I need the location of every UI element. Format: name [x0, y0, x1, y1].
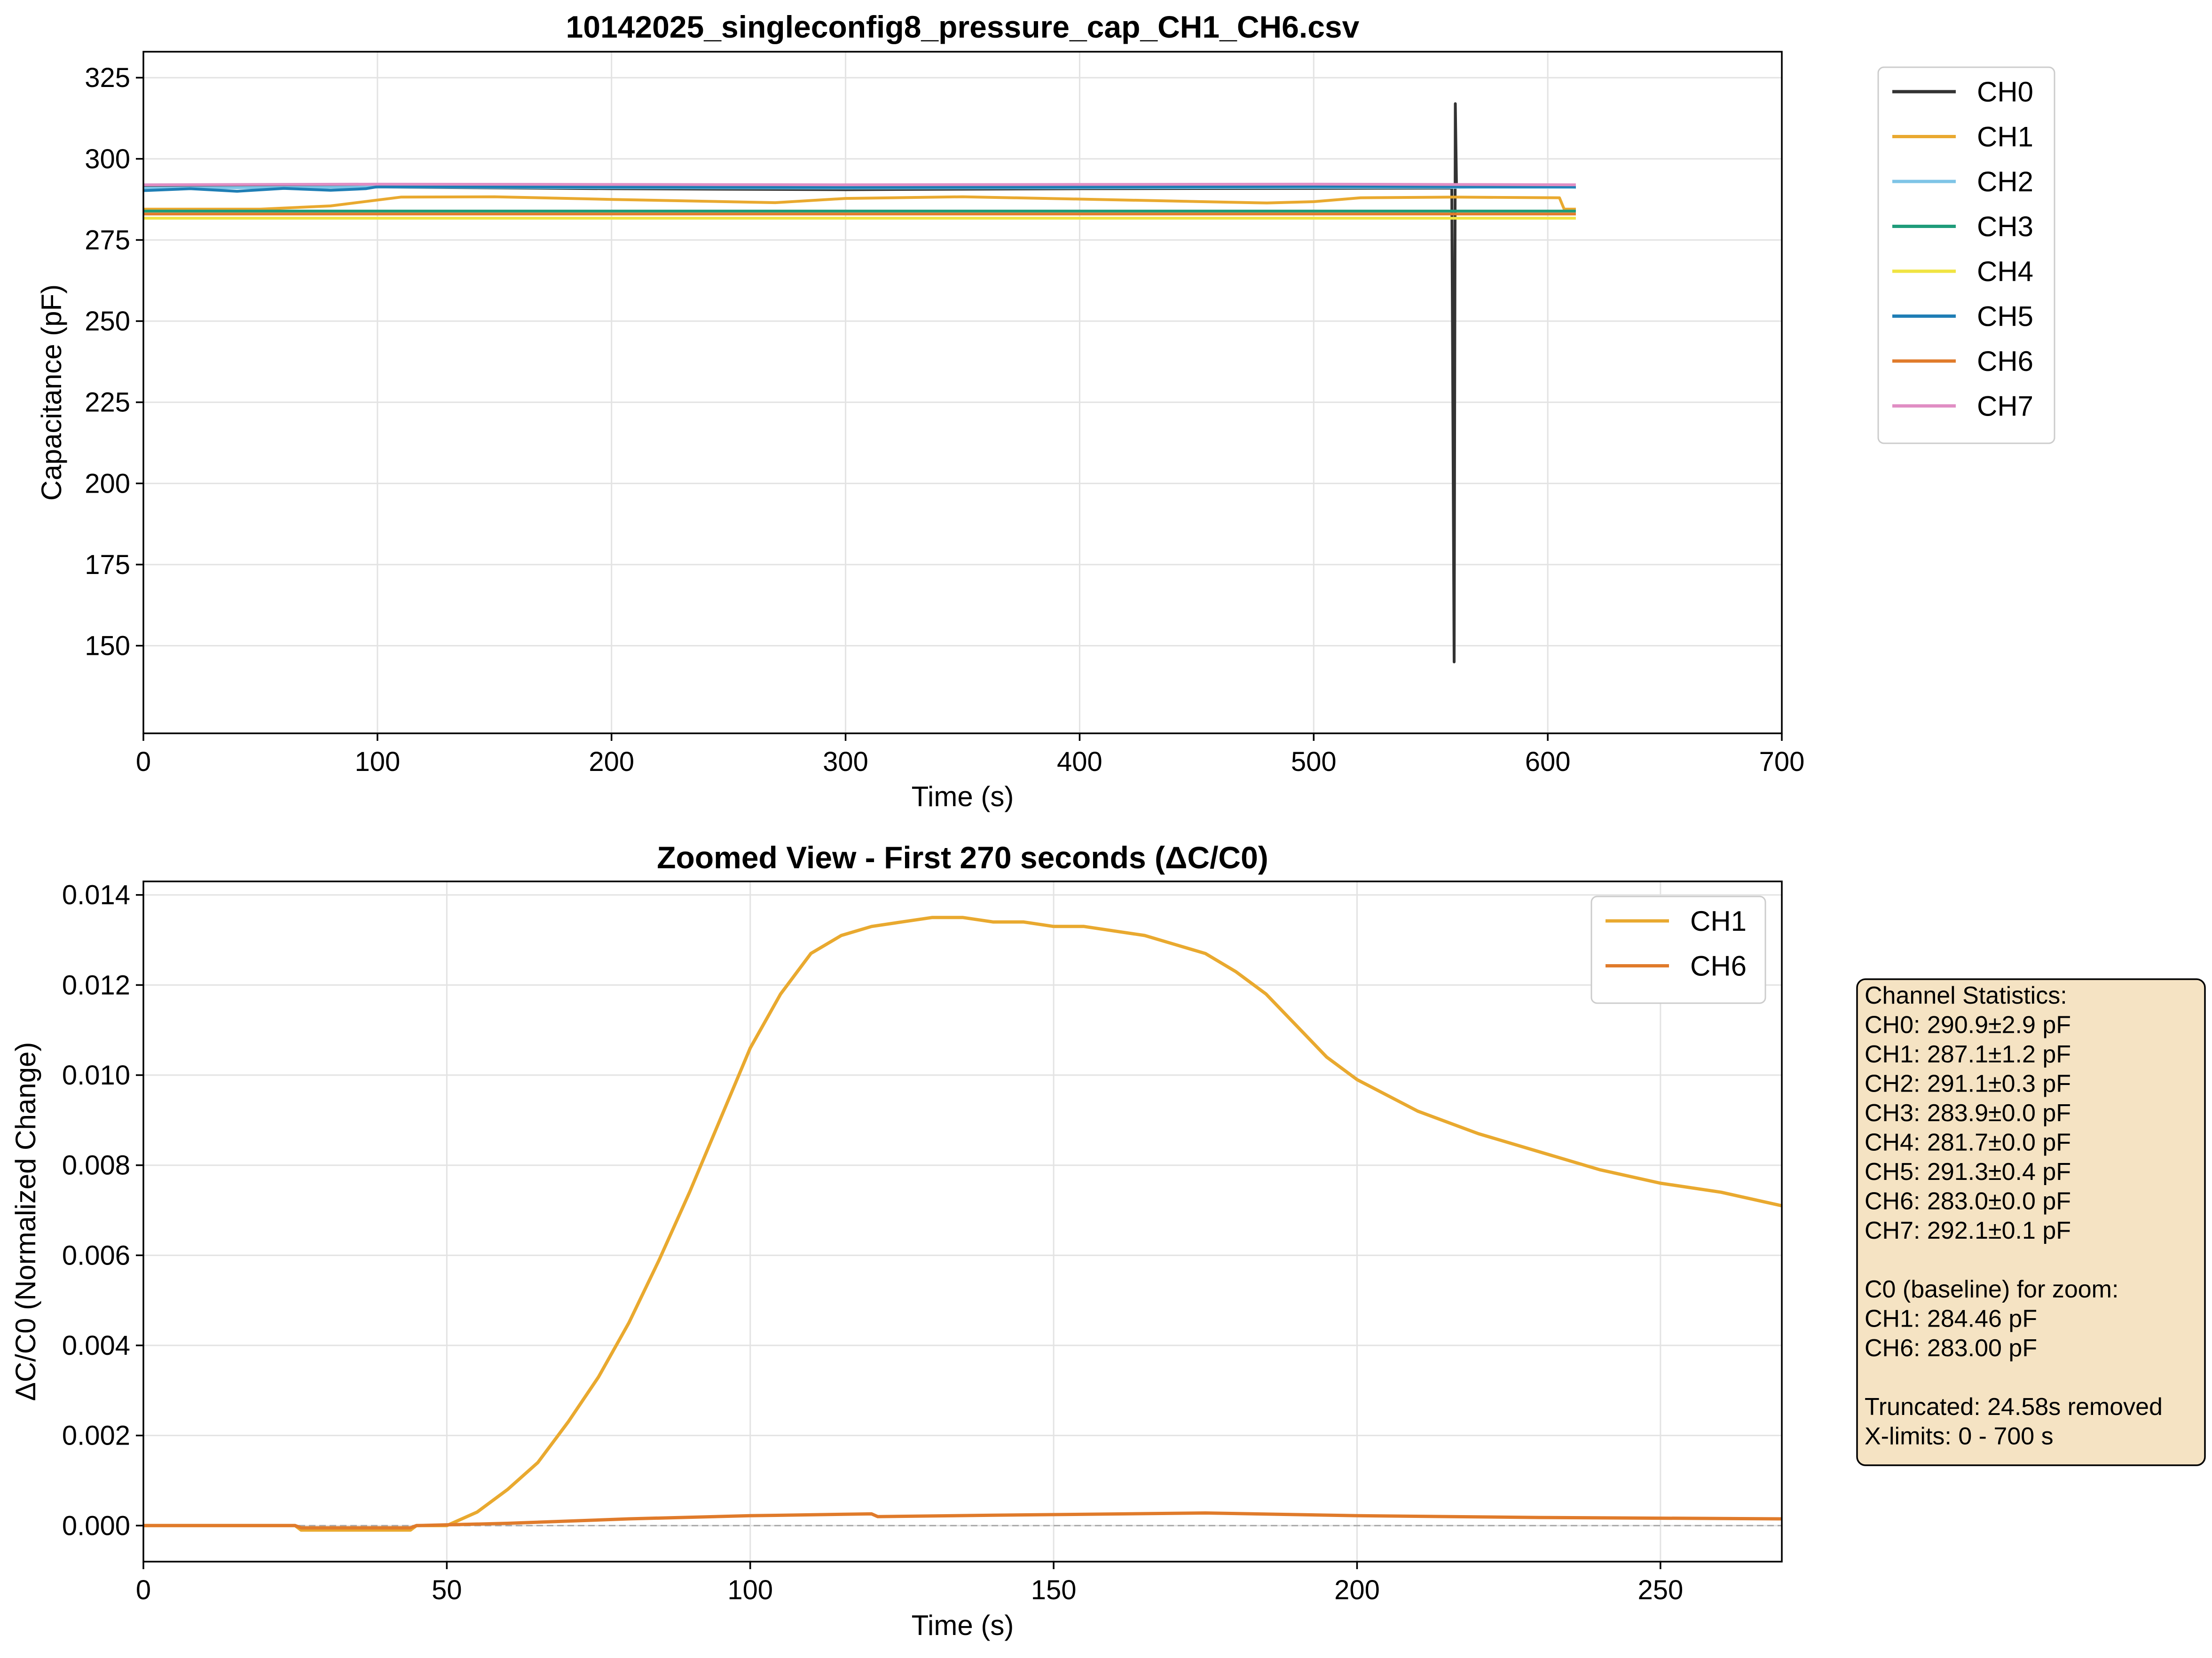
- statistics-line: CH6: 283.0±0.0 pF: [1865, 1188, 2071, 1215]
- plot-frame: [142, 51, 1783, 734]
- x-tick-label: 0: [136, 1575, 151, 1605]
- statistics-line: CH1: 287.1±1.2 pF: [1865, 1041, 2071, 1068]
- y-tick-label: 0.008: [62, 1150, 130, 1181]
- chart-title: 10142025_singleconfig8_pressure_cap_CH1_…: [566, 9, 1360, 44]
- y-tick-label: 275: [85, 225, 130, 255]
- y-tick-label: 250: [85, 306, 130, 337]
- statistics-line: Truncated: 24.58s removed: [1865, 1393, 2163, 1421]
- legend-label-ch7: CH7: [1977, 391, 2033, 422]
- y-tick-label: 325: [85, 63, 130, 93]
- y-tick-label: 300: [85, 144, 130, 174]
- y-tick-label: 0.000: [62, 1510, 130, 1541]
- legend-frame: [1590, 896, 1766, 1004]
- statistics-box-frame: [1856, 978, 2206, 1466]
- plot-frame: [142, 880, 1783, 1563]
- x-tick-label: 100: [354, 746, 400, 777]
- statistics-line: Channel Statistics:: [1865, 982, 2067, 1009]
- zoomed-chart: 0 50 100 150 200 250 0.000 0.002 0.004 0.006 0.008…: [10, 840, 1783, 1641]
- x-tick-label: 250: [1637, 1575, 1683, 1605]
- series-line-ch5: [143, 185, 1576, 193]
- y-tick-label: 0.012: [62, 970, 130, 1000]
- legend-label-ch6: CH6: [1690, 951, 1747, 982]
- x-axis-label: Time (s): [912, 1610, 1014, 1641]
- statistics-line: CH2: 291.1±0.3 pF: [1865, 1070, 2071, 1098]
- series-line-ch6: [143, 1511, 1782, 1530]
- legend-label-ch0: CH0: [1977, 76, 2033, 108]
- statistics-line: CH4: 281.7±0.0 pF: [1865, 1129, 2071, 1156]
- legend-label-ch3: CH3: [1977, 211, 2033, 243]
- x-tick-label: 50: [432, 1575, 462, 1605]
- statistics-line: C0 (baseline) for zoom:: [1865, 1276, 2118, 1303]
- chart-title: Zoomed View - First 270 seconds (ΔC/C0): [657, 840, 1268, 875]
- x-tick-label: 700: [1759, 746, 1805, 777]
- legend-label-ch2: CH2: [1977, 166, 2033, 197]
- y-tick-label: 175: [85, 550, 130, 580]
- x-tick-label: 150: [1031, 1575, 1077, 1605]
- y-tick-label: 0.004: [62, 1330, 130, 1361]
- statistics-line: CH3: 283.9±0.0 pF: [1865, 1100, 2071, 1127]
- y-tick-label: 0.002: [62, 1421, 130, 1451]
- x-tick-label: 500: [1291, 746, 1337, 777]
- y-axis-label: Capacitance (pF): [36, 284, 67, 501]
- x-axis-label: Time (s): [912, 781, 1014, 812]
- statistics-line: CH7: 292.1±0.1 pF: [1865, 1217, 2071, 1244]
- series-line-ch1: [143, 195, 1576, 211]
- legend: CH0 CH1 CH2 CH3 CH4 CH5 CH6 CH7: [1877, 66, 2055, 444]
- legend-label-ch1: CH1: [1690, 905, 1747, 937]
- legend-label-ch1: CH1: [1977, 121, 2033, 153]
- y-tick-label: 0.014: [62, 880, 130, 911]
- legend-frame: [1877, 66, 2055, 444]
- y-tick-label: 225: [85, 387, 130, 418]
- legend-label-ch5: CH5: [1977, 301, 2033, 332]
- statistics-line: CH5: 291.3±0.4 pF: [1865, 1158, 2071, 1186]
- y-tick-label: 200: [85, 468, 130, 499]
- capacitance-chart: 0 100 200 300 400 500 600 700 150 175 200 225 250 275…: [36, 9, 2055, 812]
- statistics-line: X-limits: 0 - 700 s: [1865, 1423, 2054, 1450]
- x-tick-label: 300: [823, 746, 868, 777]
- statistics-line: CH6: 283.00 pF: [1865, 1335, 2037, 1362]
- series-line-ch7: [143, 182, 1576, 187]
- x-tick-label: 200: [589, 746, 634, 777]
- x-tick-label: 100: [727, 1575, 773, 1605]
- statistics-line: CH1: 284.46 pF: [1865, 1305, 2037, 1333]
- y-tick-label: 0.010: [62, 1060, 130, 1091]
- statistics-line: CH0: 290.9±2.9 pF: [1865, 1012, 2071, 1039]
- y-axis-label: ΔC/C0 (Normalized Change): [10, 1042, 41, 1401]
- statistics-box: Channel Statistics:CH0: 290.9±2.9 pFCH1:…: [1856, 978, 2206, 1466]
- legend-label-ch6: CH6: [1977, 346, 2033, 377]
- y-tick-label: 0.006: [62, 1240, 130, 1271]
- y-tick-label: 150: [85, 631, 130, 661]
- legend-label-ch4: CH4: [1977, 256, 2033, 287]
- series-line-ch1: [143, 916, 1782, 1532]
- x-tick-label: 200: [1334, 1575, 1380, 1605]
- x-tick-label: 0: [136, 746, 151, 777]
- x-tick-label: 600: [1525, 746, 1571, 777]
- x-tick-label: 400: [1057, 746, 1102, 777]
